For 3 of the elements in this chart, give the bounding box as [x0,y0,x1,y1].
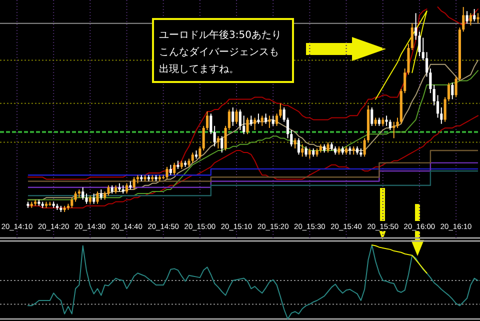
annotation: 出現してますね。 [159,63,239,75]
annotation: ユーロドル午後3:50あたり [159,29,282,41]
annotation: こんなダイバージェンスも [159,46,279,58]
